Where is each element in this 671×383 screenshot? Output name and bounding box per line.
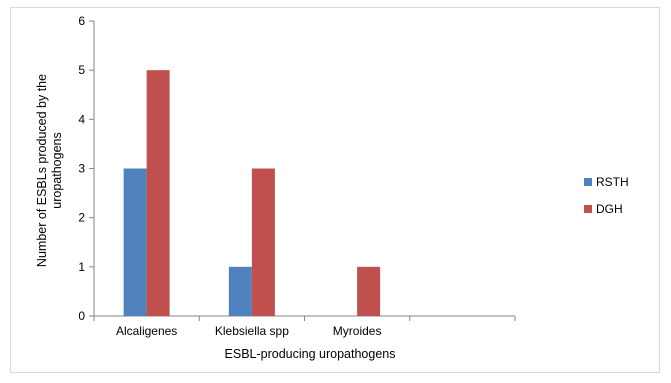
y-tick-label: 3: [78, 162, 85, 176]
legend-label-rsth: RSTH: [596, 175, 629, 189]
chart-frame: [10, 7, 660, 373]
y-axis-title-line: Number of ESBLs produced by the: [35, 74, 49, 267]
x-tick-labels: Alcaligenes Klebsiella spp Myroides: [93, 316, 516, 338]
y-axis-title-line: uropathogens: [50, 132, 64, 208]
bar-rsth-alcaligenes: [123, 168, 147, 316]
y-tick-label: 6: [78, 14, 85, 28]
bar-rsth-klebsiella-spp: [228, 266, 252, 316]
y-tick-label: 4: [78, 112, 85, 126]
y-tick-label: 0: [78, 309, 85, 323]
legend-swatch-dgh: [584, 205, 592, 213]
legend: RSTH DGH: [584, 175, 629, 216]
bar-dgh-alcaligenes: [146, 70, 170, 317]
x-tick-label: Klebsiella spp: [215, 324, 289, 338]
y-tick-label: 5: [78, 63, 85, 77]
y-tick-label: 1: [78, 260, 85, 274]
x-tick-label: Alcaligenes: [116, 324, 177, 338]
y-ticks: 0 1 2 3 4 5 6: [78, 14, 94, 323]
y-axis-title: Number of ESBLs produced by theuropathog…: [35, 74, 64, 267]
bar-dgh-myroides: [357, 266, 381, 316]
x-axis-title: ESBL-producing uropathogens: [225, 347, 396, 361]
y-tick-label: 2: [78, 211, 85, 225]
legend-swatch-rsth: [584, 178, 592, 186]
legend-label-dgh: DGH: [596, 202, 623, 216]
bar-dgh-klebsiella-spp: [251, 168, 275, 316]
bars: [123, 70, 381, 317]
x-tick-label: Myroides: [333, 324, 382, 338]
